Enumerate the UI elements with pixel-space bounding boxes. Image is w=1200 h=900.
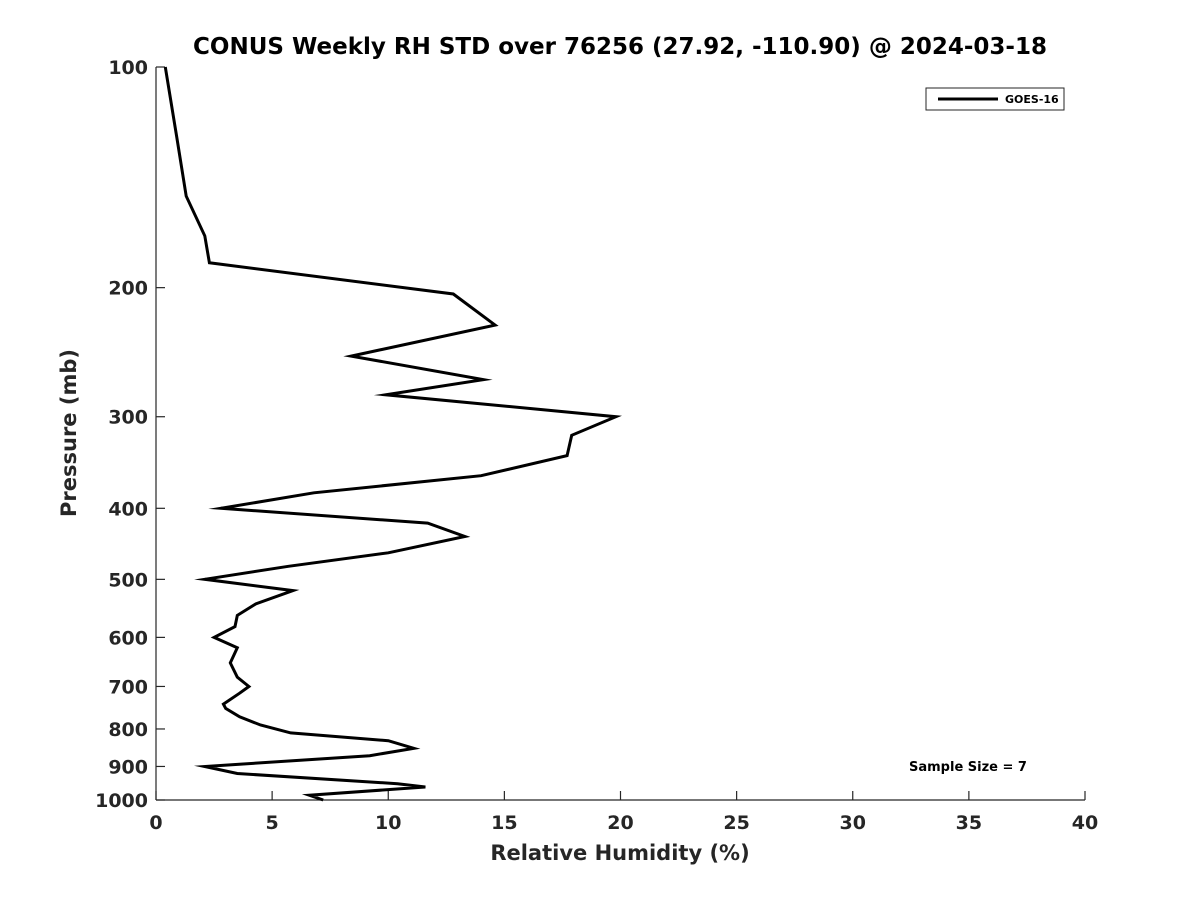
x-tick-label: 25: [723, 812, 749, 834]
y-tick-label: 900: [108, 756, 148, 778]
x-tick-label: 0: [149, 812, 162, 834]
series-layer: [163, 66, 622, 802]
sample-size-annotation: Sample Size = 7: [909, 760, 1027, 775]
y-tick-label: 100: [108, 57, 148, 79]
y-tick-label: 700: [108, 676, 148, 698]
legend: GOES-16: [925, 87, 1065, 111]
x-tick-label: 15: [491, 812, 517, 834]
chart-title: CONUS Weekly RH STD over 76256 (27.92, -…: [193, 34, 1047, 60]
x-tick-label: 10: [375, 812, 401, 834]
x-ticks: 0 5 10 15 20 25 30 35 40: [149, 791, 1098, 834]
y-tick-label: 200: [108, 278, 148, 300]
x-axis-label: Relative Humidity (%): [490, 841, 749, 865]
legend-label: GOES-16: [1005, 93, 1059, 106]
x-tick-label: 20: [607, 812, 633, 834]
y-tick-label: 600: [108, 627, 148, 649]
x-tick-label: 40: [1072, 812, 1098, 834]
x-tick-label: 35: [956, 812, 982, 834]
y-tick-label: 1000: [95, 790, 148, 812]
x-tick-label: 5: [266, 812, 279, 834]
y-tick-label: 500: [108, 569, 148, 591]
y-tick-label: 800: [108, 719, 148, 741]
series-line-0: [163, 66, 622, 802]
x-tick-label: 30: [840, 812, 866, 834]
y-axis-label: Pressure (mb): [57, 349, 81, 517]
y-tick-label: 400: [108, 498, 148, 520]
y-tick-label: 300: [108, 407, 148, 429]
y-ticks: 100 200 300 400 500 600 700 800 900 1000: [95, 57, 165, 812]
